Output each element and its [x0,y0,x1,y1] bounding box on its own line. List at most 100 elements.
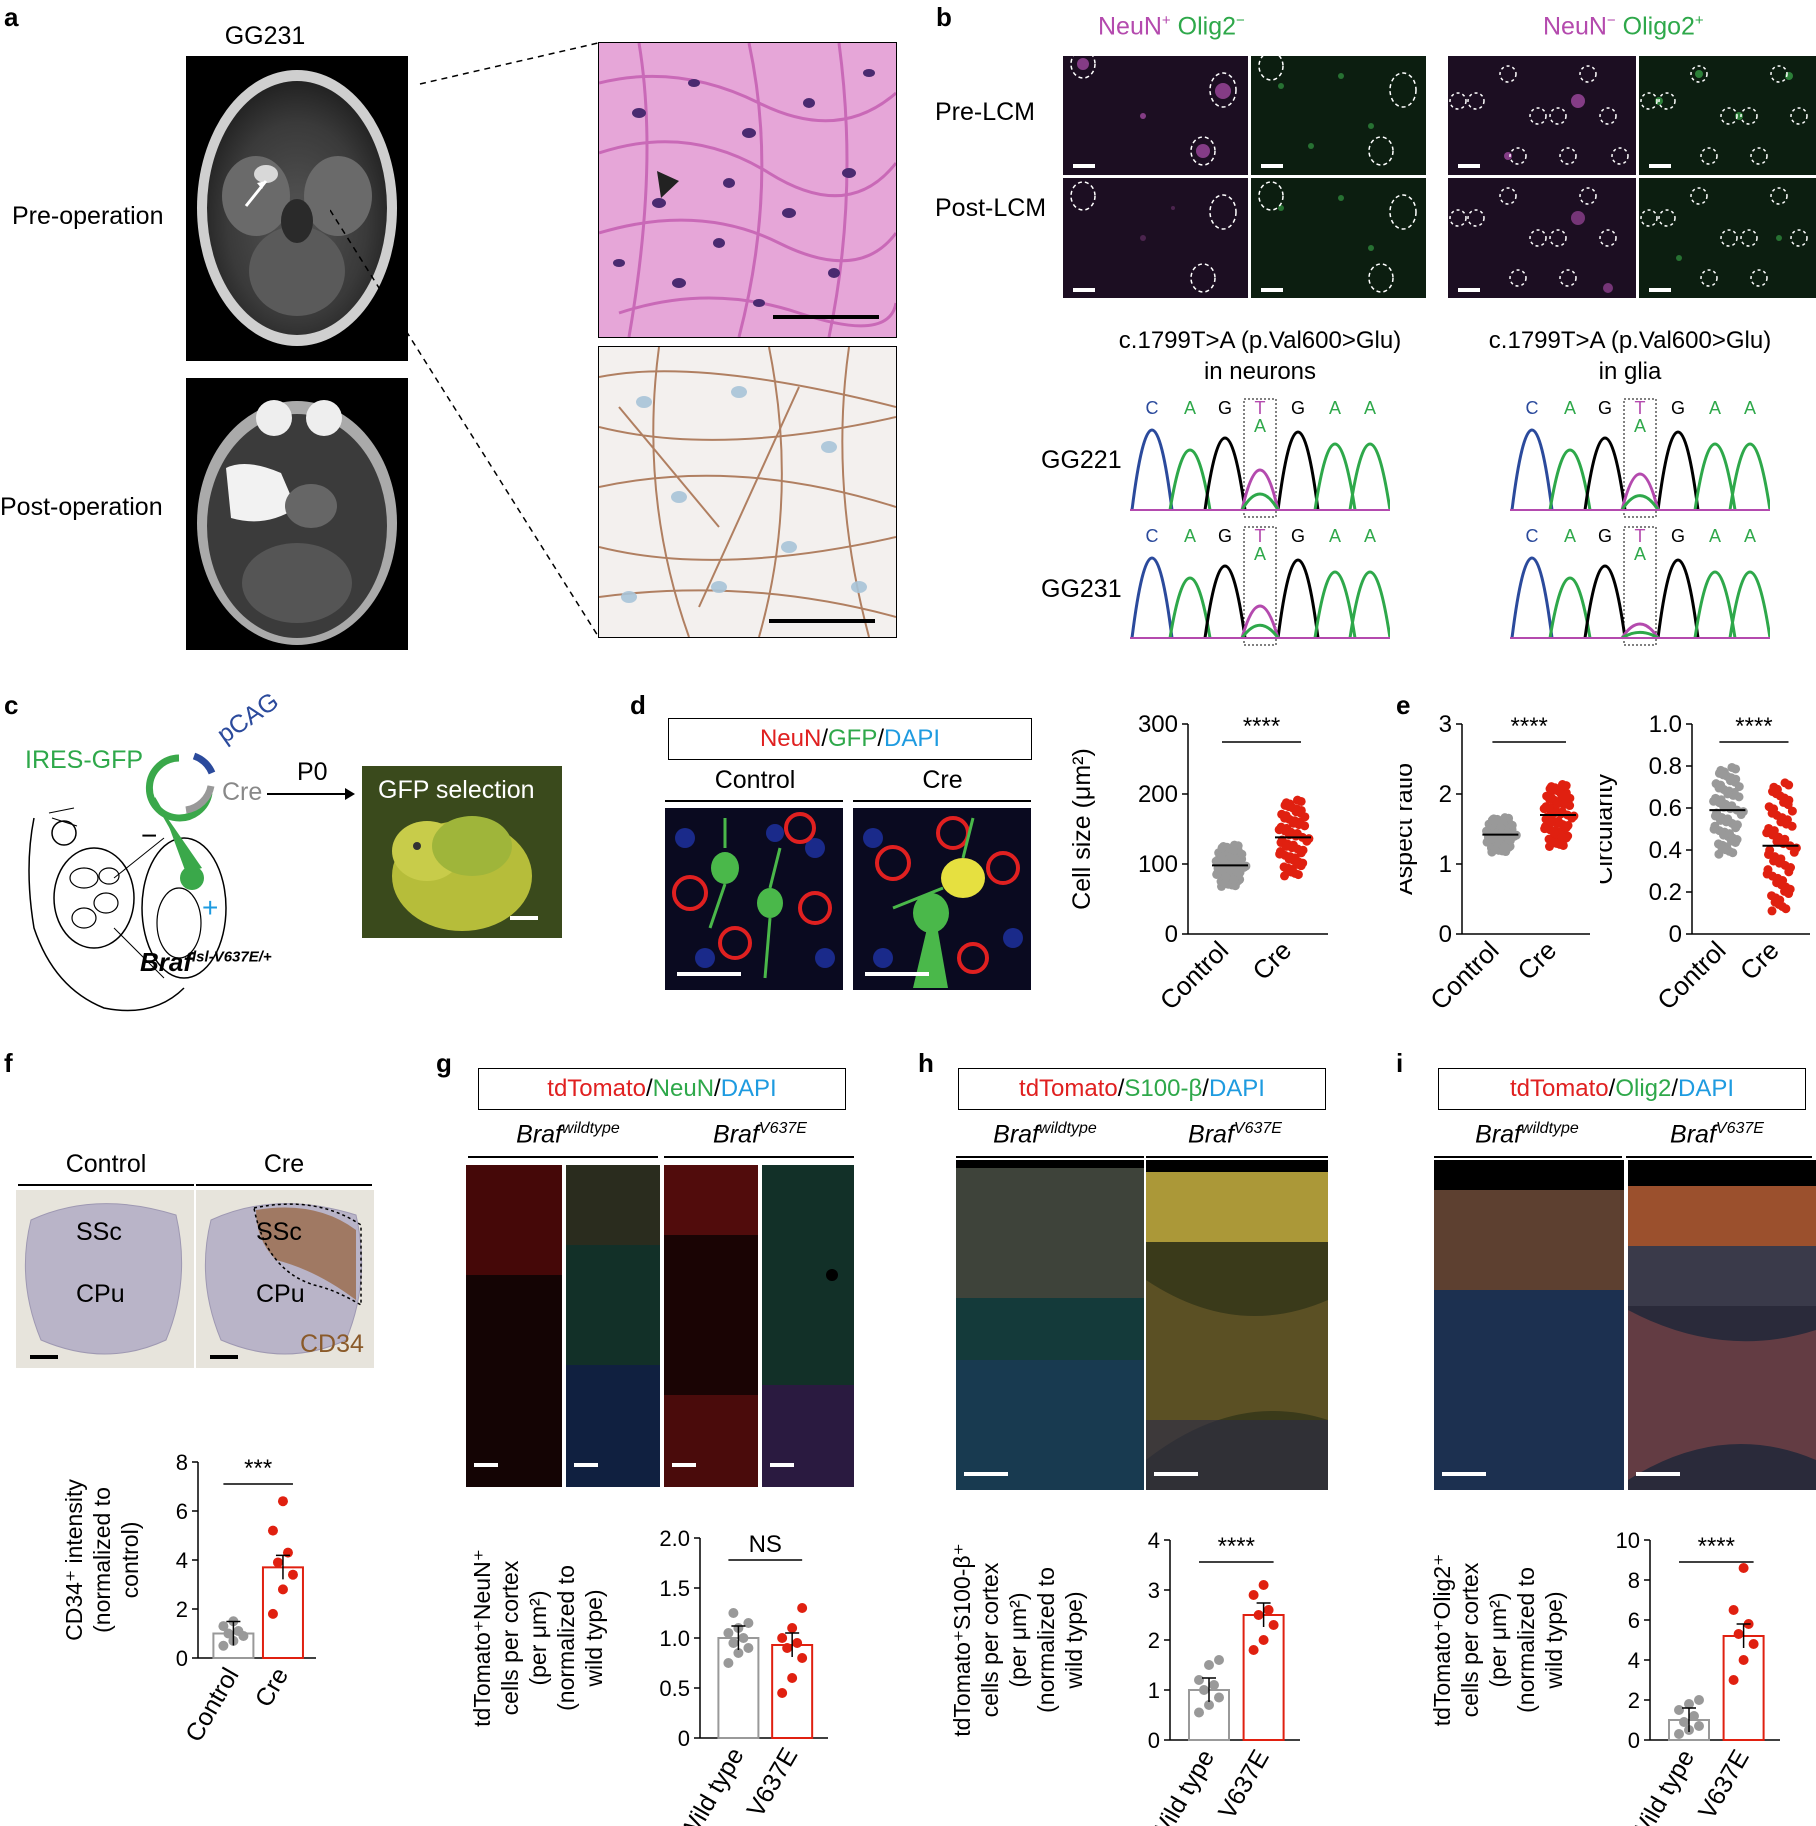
data-point [1731,823,1741,833]
significance-stars: **** [1511,713,1548,740]
scale-bar [773,315,879,319]
data-point [1211,856,1221,866]
base-call: A [1364,398,1376,418]
scale-bar [865,972,929,976]
data-point [1220,879,1230,889]
data-point [1728,1605,1739,1615]
data-point [1499,842,1509,852]
y-axis-label: wild type) [1061,1591,1087,1689]
data-point [1545,784,1555,794]
data-point [743,1618,754,1628]
y-tick-label: 2.0 [659,1526,690,1551]
data-point [1291,807,1301,817]
ihc-histology [598,346,897,638]
data-point [1694,1721,1704,1731]
x-tick-label: Cre [1734,935,1785,986]
lcm-olig2-pre-green [1251,56,1426,175]
data-point [1779,797,1789,807]
base-call: A [1744,526,1756,546]
scale-bar [1649,288,1671,292]
data-point [1694,1695,1704,1705]
lcm-neun-pre-magenta-2 [1448,56,1636,175]
data-point [1248,1590,1259,1600]
data-point [1280,813,1290,823]
data-point [1214,1655,1224,1665]
mri-pre-operation [186,56,408,361]
data-point [1709,796,1719,806]
neun-gfp-cre-image [853,808,1031,990]
base-call: A [1709,526,1721,546]
trace-peak [1168,448,1212,511]
trace-peak [1728,442,1770,511]
sample-gg221: GG221 [1041,446,1122,474]
significance-stars: **** [1698,1533,1735,1560]
y-tick-label: 100 [1138,851,1178,878]
stain-legend-i: tdTomato / Olig2/DAPI [1438,1068,1806,1110]
scale-bar [1649,164,1671,168]
h-braf-wildtype: Brafwildtype [993,1120,1097,1149]
data-point [1770,897,1780,907]
panel-label-c: c [4,690,19,720]
base-call: G [1291,526,1305,546]
y-axis-label: Aspect ratio [1400,763,1418,895]
y-tick-label: 1.0 [659,1626,690,1651]
scale-bar [1073,288,1095,292]
trace-peak [1583,564,1627,639]
h-mut-merge [1146,1160,1328,1490]
panel-label-d: d [630,690,646,720]
scale-bar [1636,1472,1680,1476]
data-point [777,1633,788,1643]
y-tick-label: 0 [176,1646,188,1671]
significance-stars: *** [244,1455,272,1482]
base-call: A [1564,526,1576,546]
base-call: A [1329,398,1341,418]
data-point [233,1626,244,1637]
h-wt-merge [956,1160,1144,1490]
data-point [1300,812,1310,822]
y-axis-label: Circularity [1600,773,1618,885]
y-tick-label: 0.5 [659,1676,690,1701]
sample-gg231: GG231 [1041,575,1122,603]
data-point [1738,1563,1749,1573]
y-axis-label: (normalized to [553,1565,579,1711]
scale-bar [1261,164,1283,168]
y-tick-label: 4 [176,1548,188,1573]
trace-peak [1348,442,1390,511]
data-point [728,1638,739,1648]
panel-label-f: f [4,1048,13,1078]
data-point [1714,783,1724,793]
divider [956,1156,1144,1158]
data-point [1274,825,1284,835]
y-axis-label: Cell size (μm²) [1068,748,1096,910]
panel-label-e: e [1396,690,1411,720]
data-point [1715,815,1725,825]
data-point [1717,843,1727,853]
base-call: G [1218,398,1232,418]
data-point [1738,1655,1749,1665]
trace-peak [1548,576,1592,639]
significance-stars: **** [1735,713,1772,740]
col-cre: Cre [922,766,963,794]
data-point [1546,817,1556,827]
trace-peak [1656,430,1700,511]
trace-peak [1130,428,1174,511]
data-point [1768,787,1778,797]
trace-peak [1348,570,1390,639]
data-point [1268,1620,1279,1630]
lcm-neun-post-magenta-2 [1448,178,1636,298]
y-tick-label: 2 [1148,1628,1160,1653]
data-point [738,1633,749,1643]
i-wt-merge [1434,1160,1624,1490]
data-point [1204,1700,1214,1710]
variant-box [1243,398,1277,518]
scale-bar [964,1472,1008,1476]
i-mut-merge [1628,1160,1816,1490]
base-call: C [1526,398,1539,418]
y-tick-label: 8 [176,1450,188,1475]
base-call: G [1671,398,1685,418]
data-point [1767,808,1777,818]
lcm-neun-pre-magenta [1063,56,1248,175]
y-tick-label: 3 [1148,1578,1160,1603]
base-call: A [1744,398,1756,418]
y-tick-label: 3 [1439,711,1452,738]
